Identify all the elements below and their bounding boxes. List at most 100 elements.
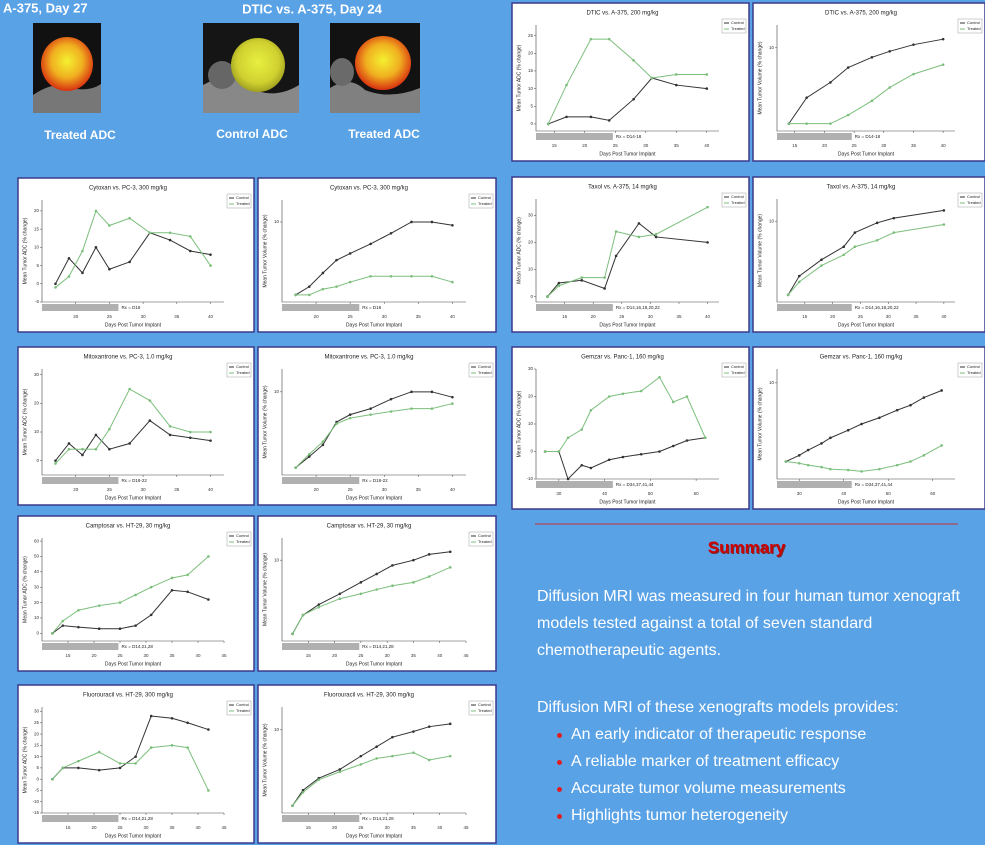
data-point [322, 444, 325, 447]
x-tick-label: 35 [411, 825, 417, 830]
legend-label: Control [731, 20, 744, 25]
summary-bullet: An early indicator of therapeutic respon… [571, 721, 866, 748]
x-tick-label: 40 [195, 825, 201, 830]
data-point [909, 404, 912, 407]
data-point [788, 122, 791, 125]
bullet [557, 787, 562, 792]
data-point [580, 428, 583, 431]
data-point [706, 206, 709, 209]
data-point [451, 402, 454, 405]
data-point [339, 770, 342, 773]
x-tick-label: 30 [382, 487, 388, 492]
data-point [95, 434, 98, 437]
y-tick-label: 20 [528, 240, 534, 245]
chart-title: Taxol vs. A-375, 14 mg/kg [588, 185, 657, 191]
y-tick-label: 10 [34, 429, 40, 434]
x-tick-label: 35 [169, 825, 175, 830]
data-point [567, 436, 570, 439]
data-point [294, 466, 297, 469]
x-tick-label: 40 [941, 314, 947, 319]
rx-bar [282, 477, 359, 484]
chart-title: DTIC vs. A-375, 200 mg/kg [825, 11, 897, 17]
y-tick-label: 20 [528, 394, 534, 399]
data-point [62, 624, 65, 627]
data-point [149, 231, 152, 234]
y-tick-label: 40 [34, 569, 40, 574]
x-tick-label: 40 [208, 487, 214, 492]
rx-bar [777, 481, 852, 488]
data-point [390, 232, 393, 235]
data-point [128, 261, 131, 264]
x-tick-label: 25 [348, 314, 354, 319]
data-point [704, 436, 707, 439]
data-point [608, 458, 611, 461]
data-point [798, 281, 801, 284]
rx-bar [42, 643, 118, 650]
chart: Camptosar vs. HT-29, 30 mg/kgMean Tumor … [18, 516, 254, 671]
x-tick-label: 40 [705, 314, 711, 319]
data-point [829, 437, 832, 440]
x-tick-label: 15 [562, 314, 568, 319]
data-point [54, 462, 57, 465]
y-tick-label: 30 [34, 372, 40, 377]
x-tick-label: 30 [797, 491, 803, 496]
rx-bar [777, 133, 852, 140]
data-point [608, 38, 611, 41]
data-point [787, 294, 790, 297]
x-tick-label: 40 [208, 314, 214, 319]
data-point [706, 73, 709, 76]
x-axis-label: Days Post Tumor Implant [105, 661, 162, 667]
y-axis-label: Mean Tumor ADC (% change) [22, 388, 28, 455]
data-point [943, 223, 946, 226]
data-point [95, 448, 98, 451]
rx-label: Rx = D14,21,28 [121, 816, 153, 821]
image-title: A-375, Day 27 [3, 0, 88, 15]
data-point [638, 222, 641, 225]
x-tick-label: 20 [582, 143, 588, 148]
legend-label: Control [967, 194, 980, 199]
data-point [186, 591, 189, 594]
data-point [77, 609, 80, 612]
x-axis-label: Days Post Tumor Implant [346, 833, 403, 839]
x-tick-label: 60 [930, 491, 936, 496]
x-tick-label: 45 [463, 825, 469, 830]
data-point [658, 450, 661, 453]
data-point [847, 66, 850, 69]
x-tick-label: 35 [174, 314, 180, 319]
x-tick-label: 20 [314, 487, 320, 492]
data-point [68, 448, 71, 451]
data-point [291, 633, 294, 636]
chart-title: Taxol vs. A-375, 14 mg/kg [827, 185, 896, 191]
x-tick-label: 15 [65, 825, 71, 830]
data-point [580, 464, 583, 467]
data-point [318, 606, 321, 609]
y-axis-label: Mean Tumor ADC (% change) [22, 726, 28, 793]
data-point [807, 449, 810, 452]
data-point [923, 396, 926, 399]
data-point [128, 388, 131, 391]
data-point [391, 736, 394, 739]
data-point [672, 401, 675, 404]
data-point [108, 448, 111, 451]
rx-label: Rx = D14,21,28 [121, 644, 153, 649]
data-point [603, 287, 606, 290]
data-point [829, 468, 832, 471]
y-tick-label: 10 [274, 727, 280, 732]
data-point [876, 222, 879, 225]
x-tick-label: 35 [676, 314, 682, 319]
data-point [410, 221, 413, 224]
chart-title: Fluorouracil vs. HT-29, 300 mg/kg [324, 693, 414, 699]
data-point [603, 276, 606, 279]
data-point [451, 224, 454, 227]
data-point [847, 114, 850, 117]
legend-label: Control [478, 702, 491, 707]
data-point [391, 564, 394, 567]
data-point [615, 255, 618, 258]
x-tick-label: 25 [358, 653, 364, 658]
legend-label: Control [731, 364, 744, 369]
data-point [98, 627, 101, 630]
data-point [335, 285, 338, 288]
chart-title: Gemzar vs. Panc-1, 160 mg/kg [820, 355, 903, 361]
data-point [291, 804, 294, 807]
y-tick-label: 30 [528, 366, 534, 371]
